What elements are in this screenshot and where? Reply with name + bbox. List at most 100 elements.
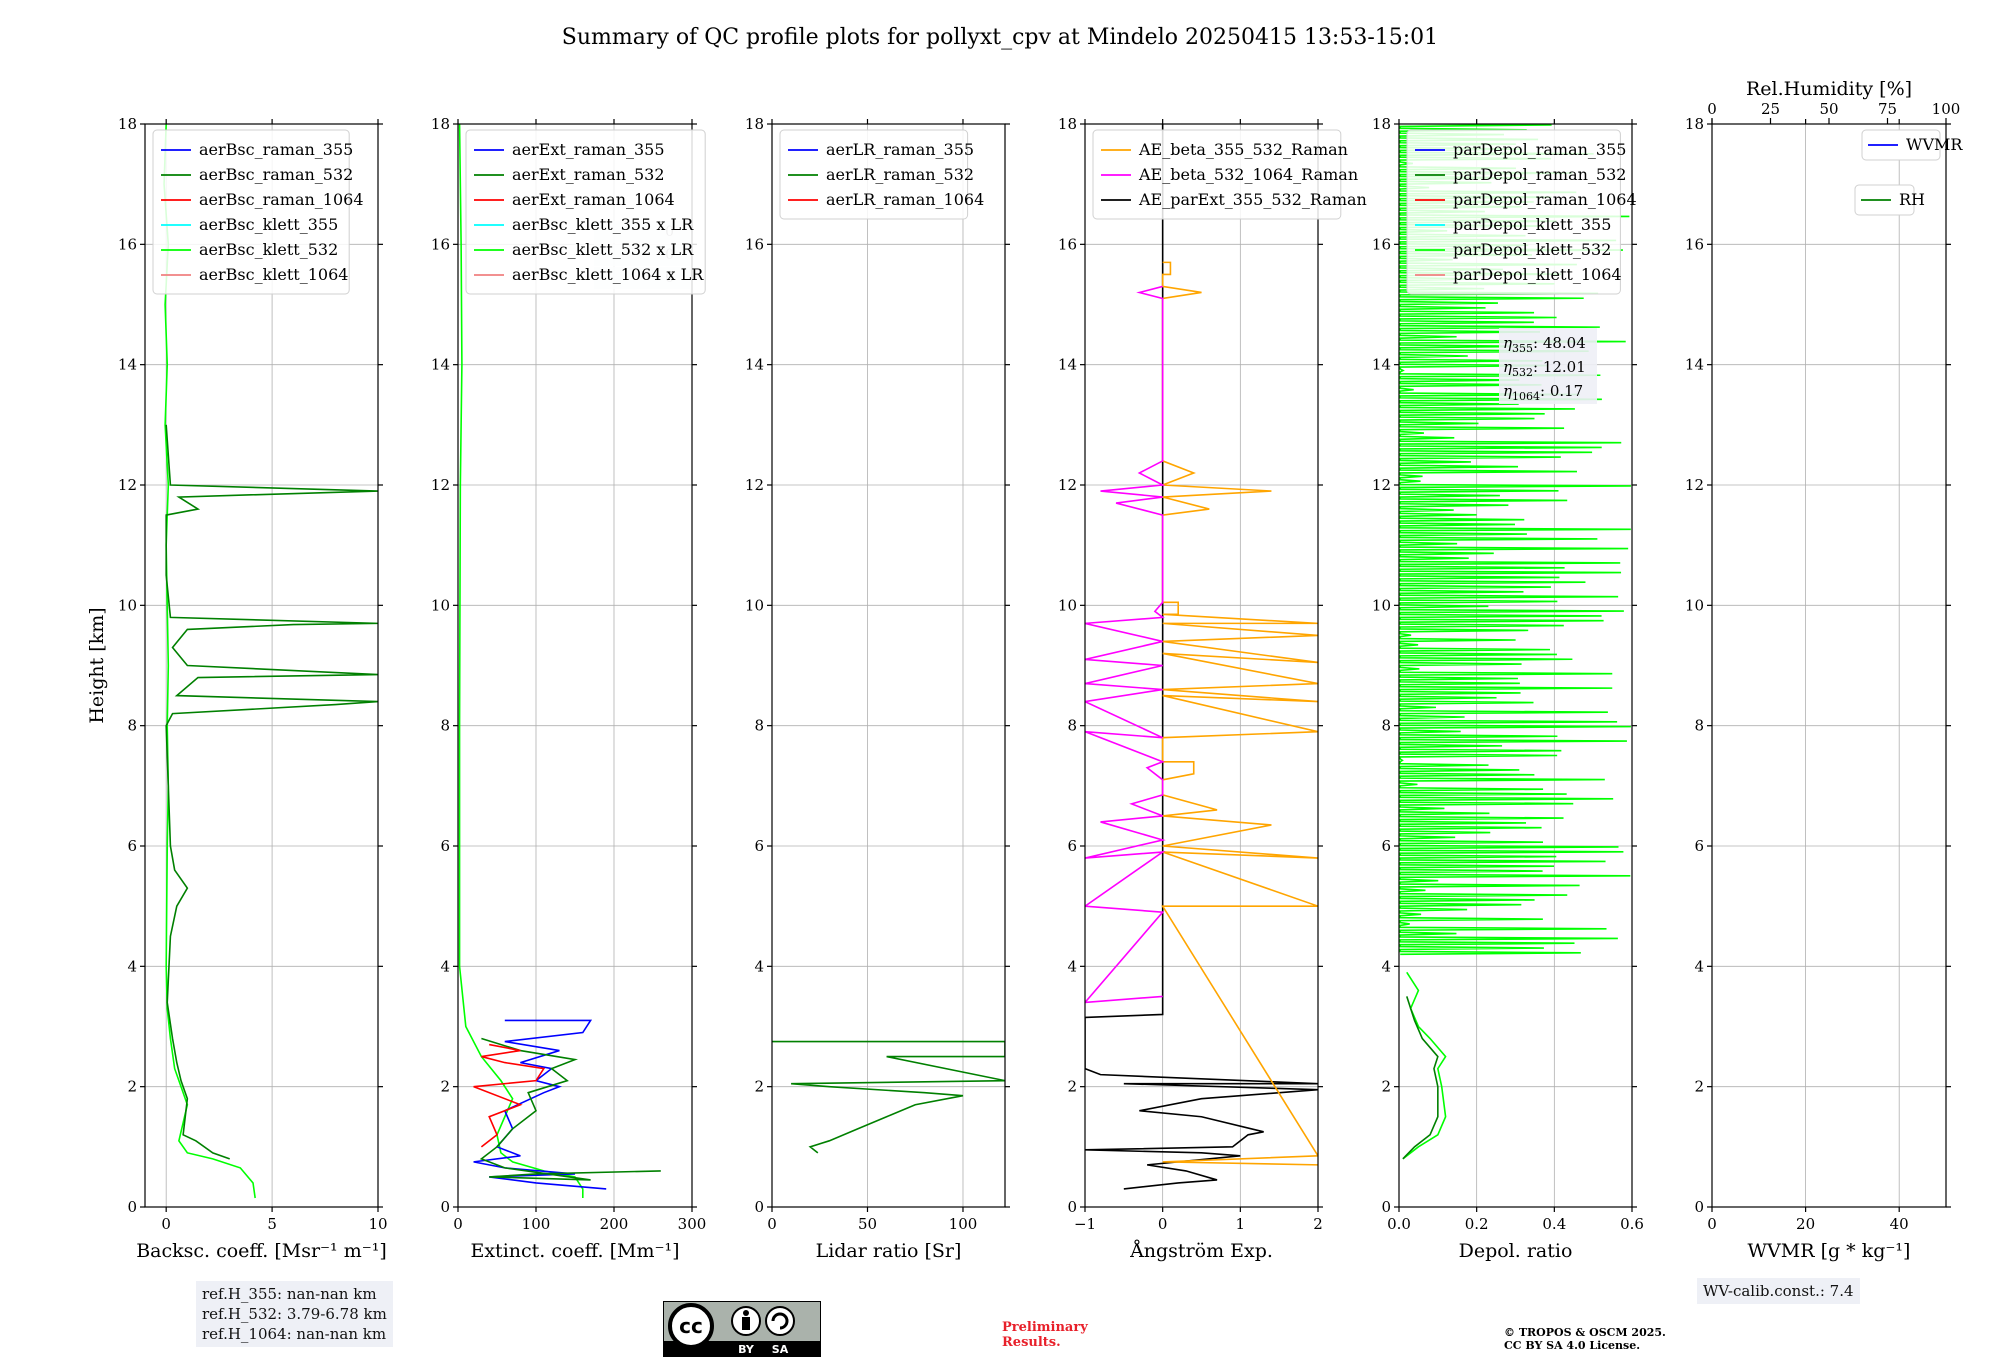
ext-ytick-label: 16: [431, 235, 450, 253]
bsc-legend-label: aerBsc_raman_355: [199, 140, 353, 159]
bsc-ytick-label: 4: [127, 957, 137, 975]
lr-xtick-label: 0: [767, 1215, 777, 1233]
ae-ytick-label: 18: [1058, 115, 1077, 133]
panel-bsc: 0 2 4 6 8 10 12 14 16 18 0 5 10 Backsc. coeff. [Msr⁻¹…: [86, 115, 388, 1262]
depol-legend-label: parDepol_raman_532: [1453, 165, 1626, 184]
depol-legend: [1406, 129, 1621, 295]
depol-xtick-label: 0.4: [1542, 1215, 1566, 1233]
wv-ytick-label: 12: [1685, 476, 1704, 494]
bsc-series-1: [165, 424, 378, 1160]
ext-xtick-label: 0: [453, 1215, 463, 1233]
depol-ytick-label: 12: [1372, 476, 1391, 494]
lr-xlabel: Lidar ratio [Sr]: [816, 1240, 962, 1262]
depol-xtick-label: 0.0: [1387, 1215, 1411, 1233]
bsc-xtick-label: 10: [368, 1215, 387, 1233]
attribution-body: [742, 1317, 750, 1330]
reference-height-box: ref.H_355: nan-nan km ref.H_532: 3.79-6.…: [196, 1281, 393, 1347]
depol-ytick-label: 0: [1381, 1198, 1391, 1216]
ae-plot-area: [1085, 124, 1318, 1190]
depol-legend-label: parDepol_klett_532: [1453, 240, 1611, 259]
depol-legend-label: parDepol_klett_1064: [1453, 265, 1622, 284]
ae-xtick-label: −1: [1074, 1215, 1096, 1233]
lr-ytick-label: 14: [745, 356, 764, 374]
lr-ytick-label: 0: [754, 1198, 764, 1216]
refh-355: ref.H_355: nan-nan km: [202, 1285, 377, 1303]
ext-ytick-label: 10: [431, 596, 450, 614]
bsc-ytick-label: 18: [118, 115, 137, 133]
bsc-xlabel: Backsc. coeff. [Msr⁻¹ m⁻¹]: [136, 1240, 387, 1262]
bsc-ytick-label: 10: [118, 596, 137, 614]
ext-xlabel: Extinct. coeff. [Mm⁻¹]: [470, 1240, 679, 1262]
ext-ytick-label: 2: [440, 1078, 450, 1096]
bsc-legend-label: aerBsc_raman_532: [199, 165, 353, 184]
ae-ytick-label: 12: [1058, 476, 1077, 494]
wv-ytick-label: 6: [1694, 837, 1704, 855]
lr-ytick-label: 16: [745, 235, 764, 253]
lr-xtick-label: 50: [858, 1215, 877, 1233]
depol-ytick-label: 16: [1372, 235, 1391, 253]
ext-xtick-label: 100: [522, 1215, 551, 1233]
bsc-ytick-label: 12: [118, 476, 137, 494]
lr-legend: [779, 129, 969, 220]
refh-1064: ref.H_1064: nan-nan km: [202, 1325, 387, 1343]
depol-eta-line: η355: 48.04: [1503, 334, 1586, 355]
ext-series-2: [479, 1037, 661, 1181]
wv-top-xtick-label: 50: [1819, 100, 1838, 118]
ext-legend-label: aerBsc_klett_1064 x LR: [512, 265, 704, 284]
ae-ytick-label: 10: [1058, 596, 1077, 614]
depol-xtick-label: 0.2: [1465, 1215, 1489, 1233]
depol-series-0: [1402, 971, 1447, 1160]
wv-top-xtick-label: 100: [1932, 100, 1961, 118]
ae-ytick-label: 16: [1058, 235, 1077, 253]
ae-xtick-label: 1: [1236, 1215, 1246, 1233]
bsc-legend: [152, 129, 350, 295]
depol-legend-label: parDepol_raman_1064: [1453, 190, 1637, 209]
ae-series-0: [1085, 124, 1318, 1190]
wv-xlabel: WVMR [g * kg⁻¹]: [1748, 1240, 1911, 1262]
lr-legend-label: aerLR_raman_532: [826, 165, 974, 184]
bsc-ytick-label: 8: [127, 717, 137, 735]
refh-532: ref.H_532: 3.79-6.78 km: [202, 1305, 387, 1323]
depol-ytick-label: 10: [1372, 596, 1391, 614]
bsc-ylabel: Height [km]: [86, 607, 108, 723]
ext-ytick-label: 4: [440, 957, 450, 975]
depol-ytick-label: 6: [1381, 837, 1391, 855]
bsc-series-0: [163, 124, 256, 1199]
lr-ytick-label: 2: [754, 1078, 764, 1096]
bsc-legend-label: aerBsc_klett_532: [199, 240, 338, 259]
wv-calibration-box: WV-calib.const.: 7.4: [1697, 1278, 1860, 1304]
ext-ytick-label: 14: [431, 356, 450, 374]
lr-series-0: [772, 1040, 1005, 1154]
preliminary-results-note: Preliminary Results.: [1002, 1320, 1088, 1350]
ae-series-2: [1085, 285, 1166, 1004]
wv-legend-label: RH: [1899, 190, 1925, 209]
ext-legend-label: aerExt_raman_532: [512, 165, 665, 184]
depol-ytick-label: 4: [1381, 957, 1391, 975]
panel-lr: 0 2 4 6 8 10 12 14 16 18 0 50 100 Lidar ratio [Sr] aer…: [745, 115, 1010, 1262]
ext-legend: [465, 129, 706, 295]
wv-ytick-label: 4: [1694, 957, 1704, 975]
ext-series-3: [473, 1043, 546, 1148]
figure-title: Summary of QC profile plots for pollyxt_…: [562, 25, 1438, 50]
ae-xtick-label: 2: [1313, 1215, 1323, 1233]
bsc-ytick-label: 16: [118, 235, 137, 253]
ae-ytick-label: 14: [1058, 356, 1077, 374]
ext-legend-label: aerExt_raman_1064: [512, 190, 675, 209]
bsc-axes-frame: [144, 123, 379, 1208]
depol-xtick-label: 0.6: [1620, 1215, 1644, 1233]
ext-ytick-label: 0: [440, 1198, 450, 1216]
depol-eta-box: [1499, 328, 1597, 404]
ext-legend-label: aerBsc_klett_532 x LR: [512, 240, 694, 259]
ext-ytick-label: 8: [440, 717, 450, 735]
ae-xlabel: Ångström Exp.: [1129, 1240, 1273, 1262]
ae-ytick-label: 0: [1067, 1198, 1077, 1216]
panel-ext: 0 2 4 6 8 10 12 14 16 18 0 100 200 300 Extinct. coeff.…: [431, 115, 706, 1262]
lr-legend-label: aerLR_raman_1064: [826, 190, 984, 209]
wv-ytick-label: 16: [1685, 235, 1704, 253]
wv-top-xtick-label: 0: [1707, 100, 1717, 118]
depol-axes-frame: [1398, 123, 1633, 1208]
wv-legend-label: WVMR: [1906, 135, 1963, 154]
lr-ytick-label: 18: [745, 115, 764, 133]
